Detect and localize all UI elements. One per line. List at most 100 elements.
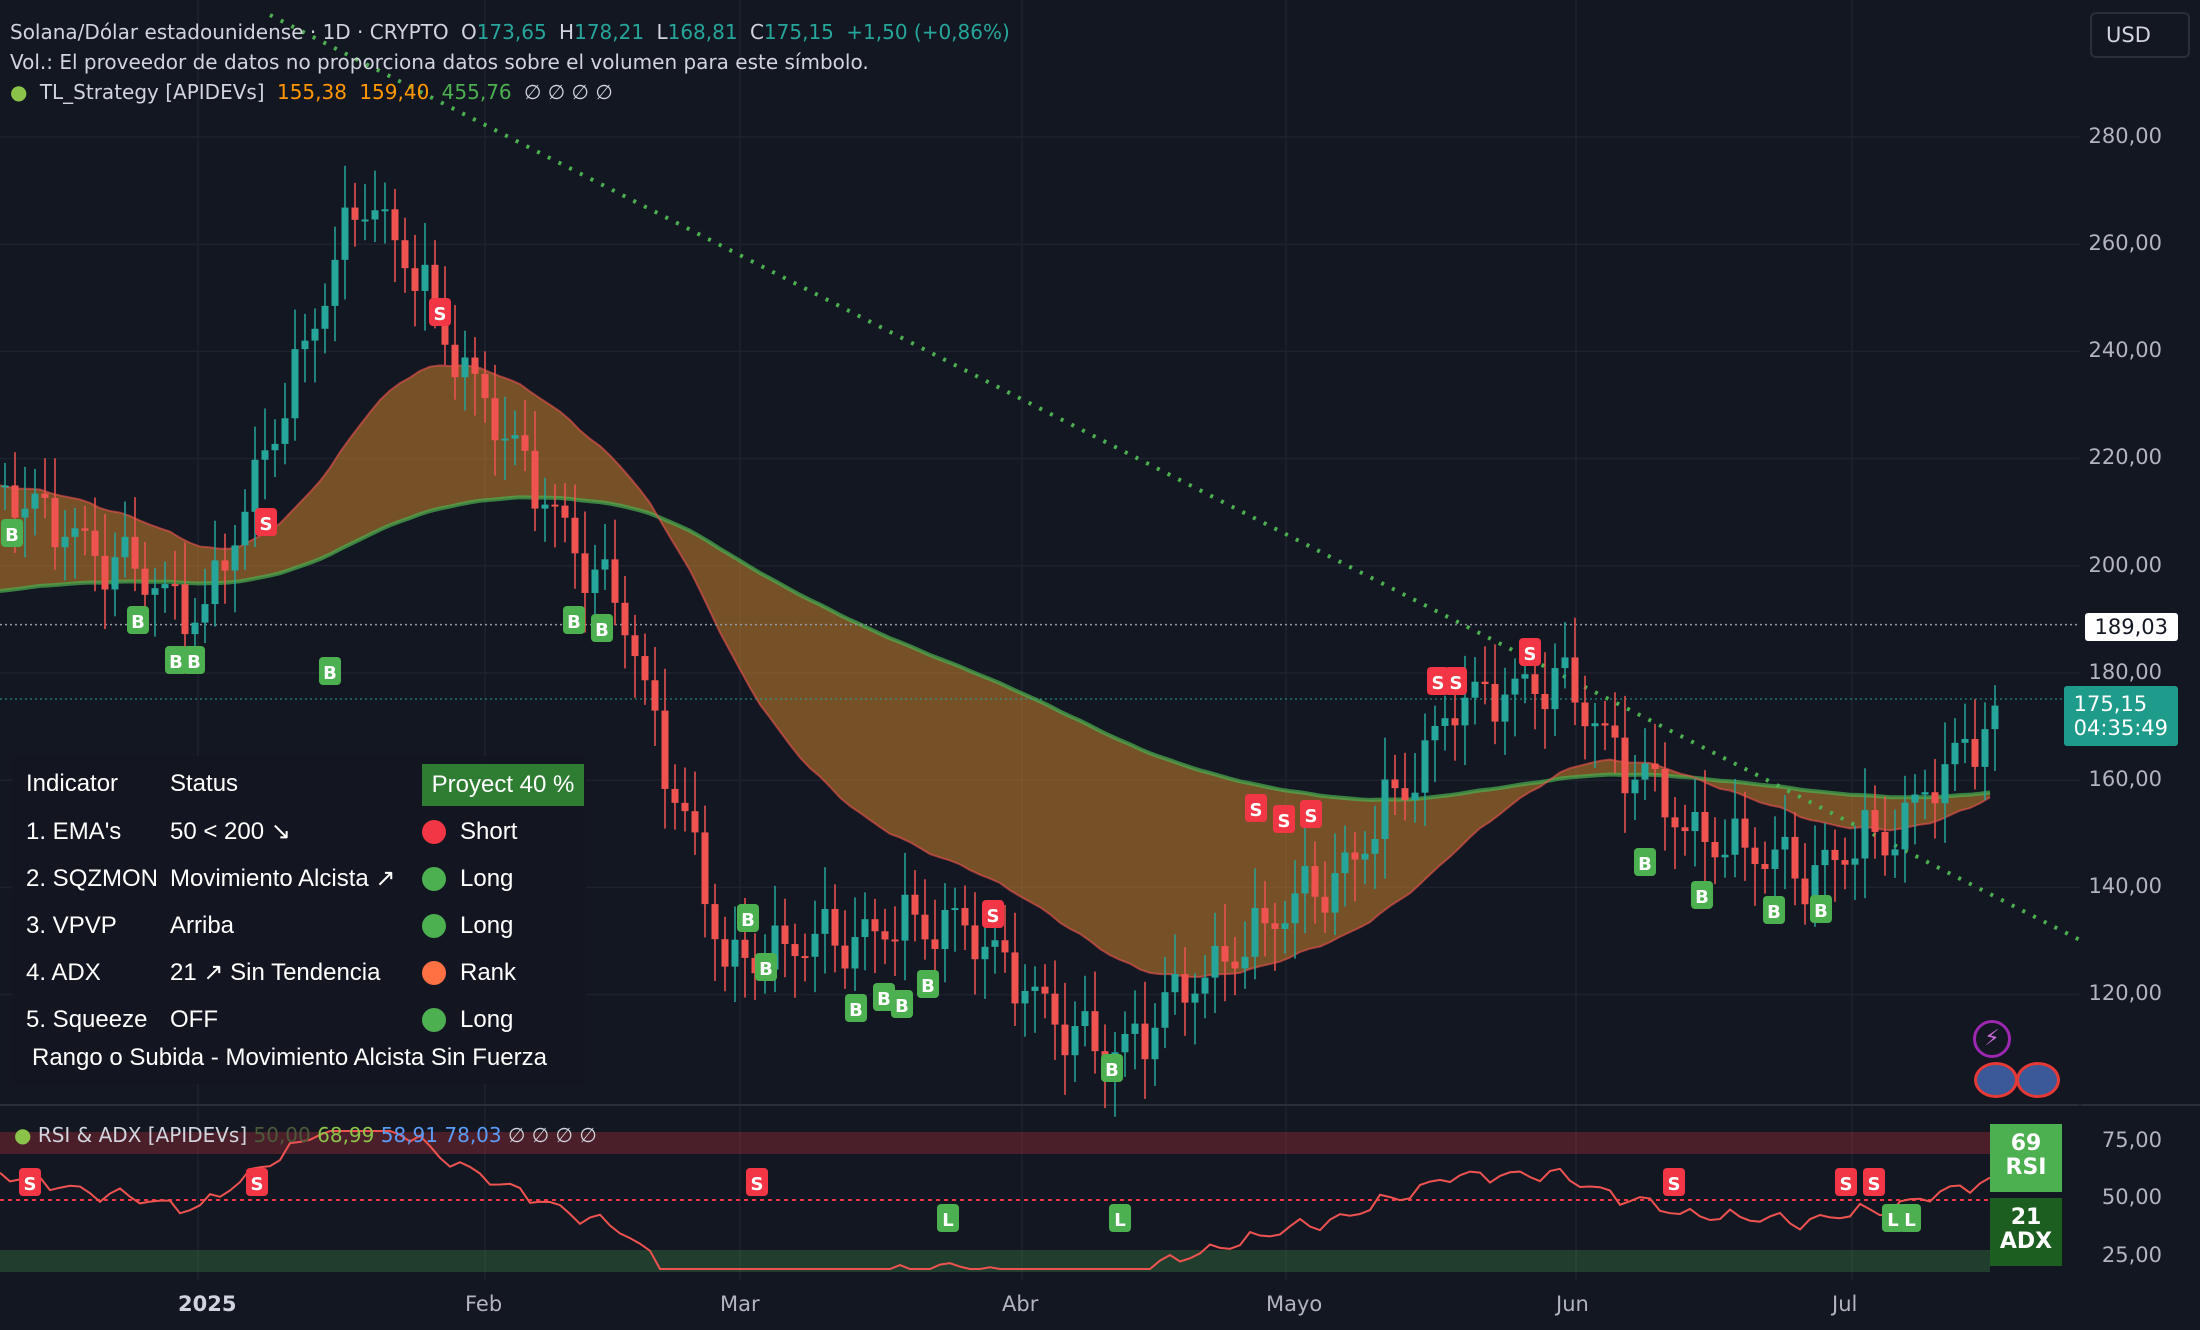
candle-body — [1041, 986, 1049, 994]
rsi-sell-badge — [246, 1168, 268, 1196]
symbol-name[interactable]: Solana/Dólar estadounidense · 1D · CRYPT… — [10, 20, 449, 44]
candle-body — [1891, 849, 1899, 856]
candle-body — [1141, 1023, 1149, 1060]
candle-body — [481, 373, 489, 399]
candle-body — [431, 264, 439, 302]
rsi-sell-badge — [1835, 1168, 1857, 1196]
close-label: C — [749, 20, 764, 44]
candle-body — [1781, 836, 1789, 850]
candle-body — [651, 680, 659, 711]
candle-body — [841, 945, 849, 969]
signal-label: Rank — [460, 958, 517, 986]
date-tick: 2025 — [178, 1292, 237, 1316]
lightning-icon[interactable]: ⚡ — [1973, 1020, 2011, 1058]
candle-body — [971, 925, 979, 960]
candle-body — [1481, 681, 1489, 684]
candle-body — [1581, 702, 1589, 727]
rsi-badge-value: 69 — [2010, 1131, 2042, 1156]
candle-body — [1931, 792, 1939, 804]
rsi-sell-badge — [1863, 1168, 1885, 1196]
table-row: 5. Squeeze OFF Long — [12, 996, 586, 1043]
candle-body — [951, 908, 959, 911]
buy-signal-badge — [737, 904, 759, 932]
candle-body — [1911, 794, 1919, 803]
rsi-value-badge: 69 RSI — [1990, 1124, 2062, 1192]
candle-body — [231, 545, 239, 571]
candle-body — [1241, 956, 1249, 969]
candle-body — [771, 925, 779, 970]
price-tick: 240,00 — [2088, 338, 2162, 362]
candle-body — [1601, 723, 1609, 726]
strategy-legend[interactable]: ● TL_Strategy [APIDEVs] 155,38 159,40 45… — [10, 80, 619, 104]
candle-body — [831, 908, 839, 946]
candle-body — [321, 305, 329, 329]
candle-body — [1191, 993, 1199, 1003]
candle-body — [81, 528, 89, 531]
rsi-sell-badge — [19, 1168, 41, 1196]
rsi-value-rest: ∅ ∅ ∅ ∅ — [508, 1123, 597, 1147]
candle-body — [621, 602, 629, 636]
candle-body — [791, 944, 799, 957]
price-tick: 120,00 — [2088, 981, 2162, 1005]
sell-signal-badge-label: S — [987, 906, 1000, 927]
candle-body — [411, 268, 419, 291]
low-value: 168,81 — [667, 20, 738, 44]
candle-body — [1741, 818, 1749, 848]
strategy-value-1: 155,38 — [276, 80, 347, 104]
rsi-overbought-band — [0, 1132, 1990, 1154]
candle-body — [1991, 705, 1999, 730]
buy-signal-badge-label: B — [849, 1000, 863, 1021]
candle-body — [201, 604, 209, 623]
price-tick: 260,00 — [2088, 231, 2162, 255]
strategy-value-rest: ∅ ∅ ∅ ∅ — [524, 80, 613, 104]
candle-body — [1301, 866, 1309, 894]
rsi-long-badge — [1882, 1204, 1904, 1232]
candle-body — [1341, 852, 1349, 874]
rsi-adx-legend[interactable]: ● RSI & ADX [APIDEVs] 50,00 68,99 58,91 … — [14, 1123, 597, 1147]
buy-signal-badge-label: B — [169, 652, 183, 673]
candle-body — [1451, 718, 1459, 726]
candle-body — [731, 939, 739, 967]
candle-body — [1751, 847, 1759, 865]
price-tick: 280,00 — [2088, 124, 2162, 148]
signal-dot-icon — [422, 819, 446, 844]
candle-body — [291, 349, 299, 419]
candle-body — [961, 908, 969, 926]
row-signal: Short — [422, 818, 517, 846]
candle-body — [1351, 852, 1359, 860]
buy-signal-badge — [591, 614, 613, 642]
date-tick: Feb — [465, 1292, 503, 1316]
candle-body — [851, 937, 859, 969]
rsi-indicator-name[interactable]: RSI & ADX [APIDEVs] — [37, 1123, 248, 1147]
candle-body — [671, 788, 679, 803]
table-row: 2. SQZMON Movimiento Alcista ↗ Long — [12, 855, 586, 902]
candle-body — [41, 493, 49, 498]
candle-body — [1221, 946, 1229, 962]
candle-body — [1281, 923, 1289, 929]
buy-signal-badge — [891, 990, 913, 1018]
table-row: 4. ADX 21 ↗ Sin Tendencia Rank — [12, 949, 586, 996]
candle-body — [1491, 683, 1499, 722]
strategy-name[interactable]: TL_Strategy [APIDEVs] — [39, 80, 265, 104]
buy-signal-badge-label: B — [921, 976, 935, 997]
buy-signal-badge-label: B — [1767, 902, 1781, 923]
frog-icon: ● — [14, 1123, 32, 1147]
candle-body — [1461, 697, 1469, 726]
rsi-sell-badge — [1663, 1168, 1685, 1196]
candle-body — [701, 832, 709, 905]
buy-signal-badge — [165, 646, 187, 674]
rsi-sell-badge-label: S — [251, 1174, 264, 1195]
candle-body — [1431, 725, 1439, 741]
candle-body — [1871, 810, 1879, 832]
us-flag-icon[interactable] — [1974, 1062, 2018, 1098]
us-flag-icon[interactable] — [2016, 1062, 2060, 1098]
candle-body — [521, 435, 529, 451]
candle-body — [1841, 860, 1849, 865]
sell-signal-badge-label: S — [1524, 644, 1537, 665]
candle-body — [381, 209, 389, 212]
candle-body — [531, 450, 539, 509]
currency-button[interactable]: USD — [2090, 12, 2190, 58]
volume-note: Vol.: El proveedor de datos no proporcio… — [10, 50, 869, 74]
